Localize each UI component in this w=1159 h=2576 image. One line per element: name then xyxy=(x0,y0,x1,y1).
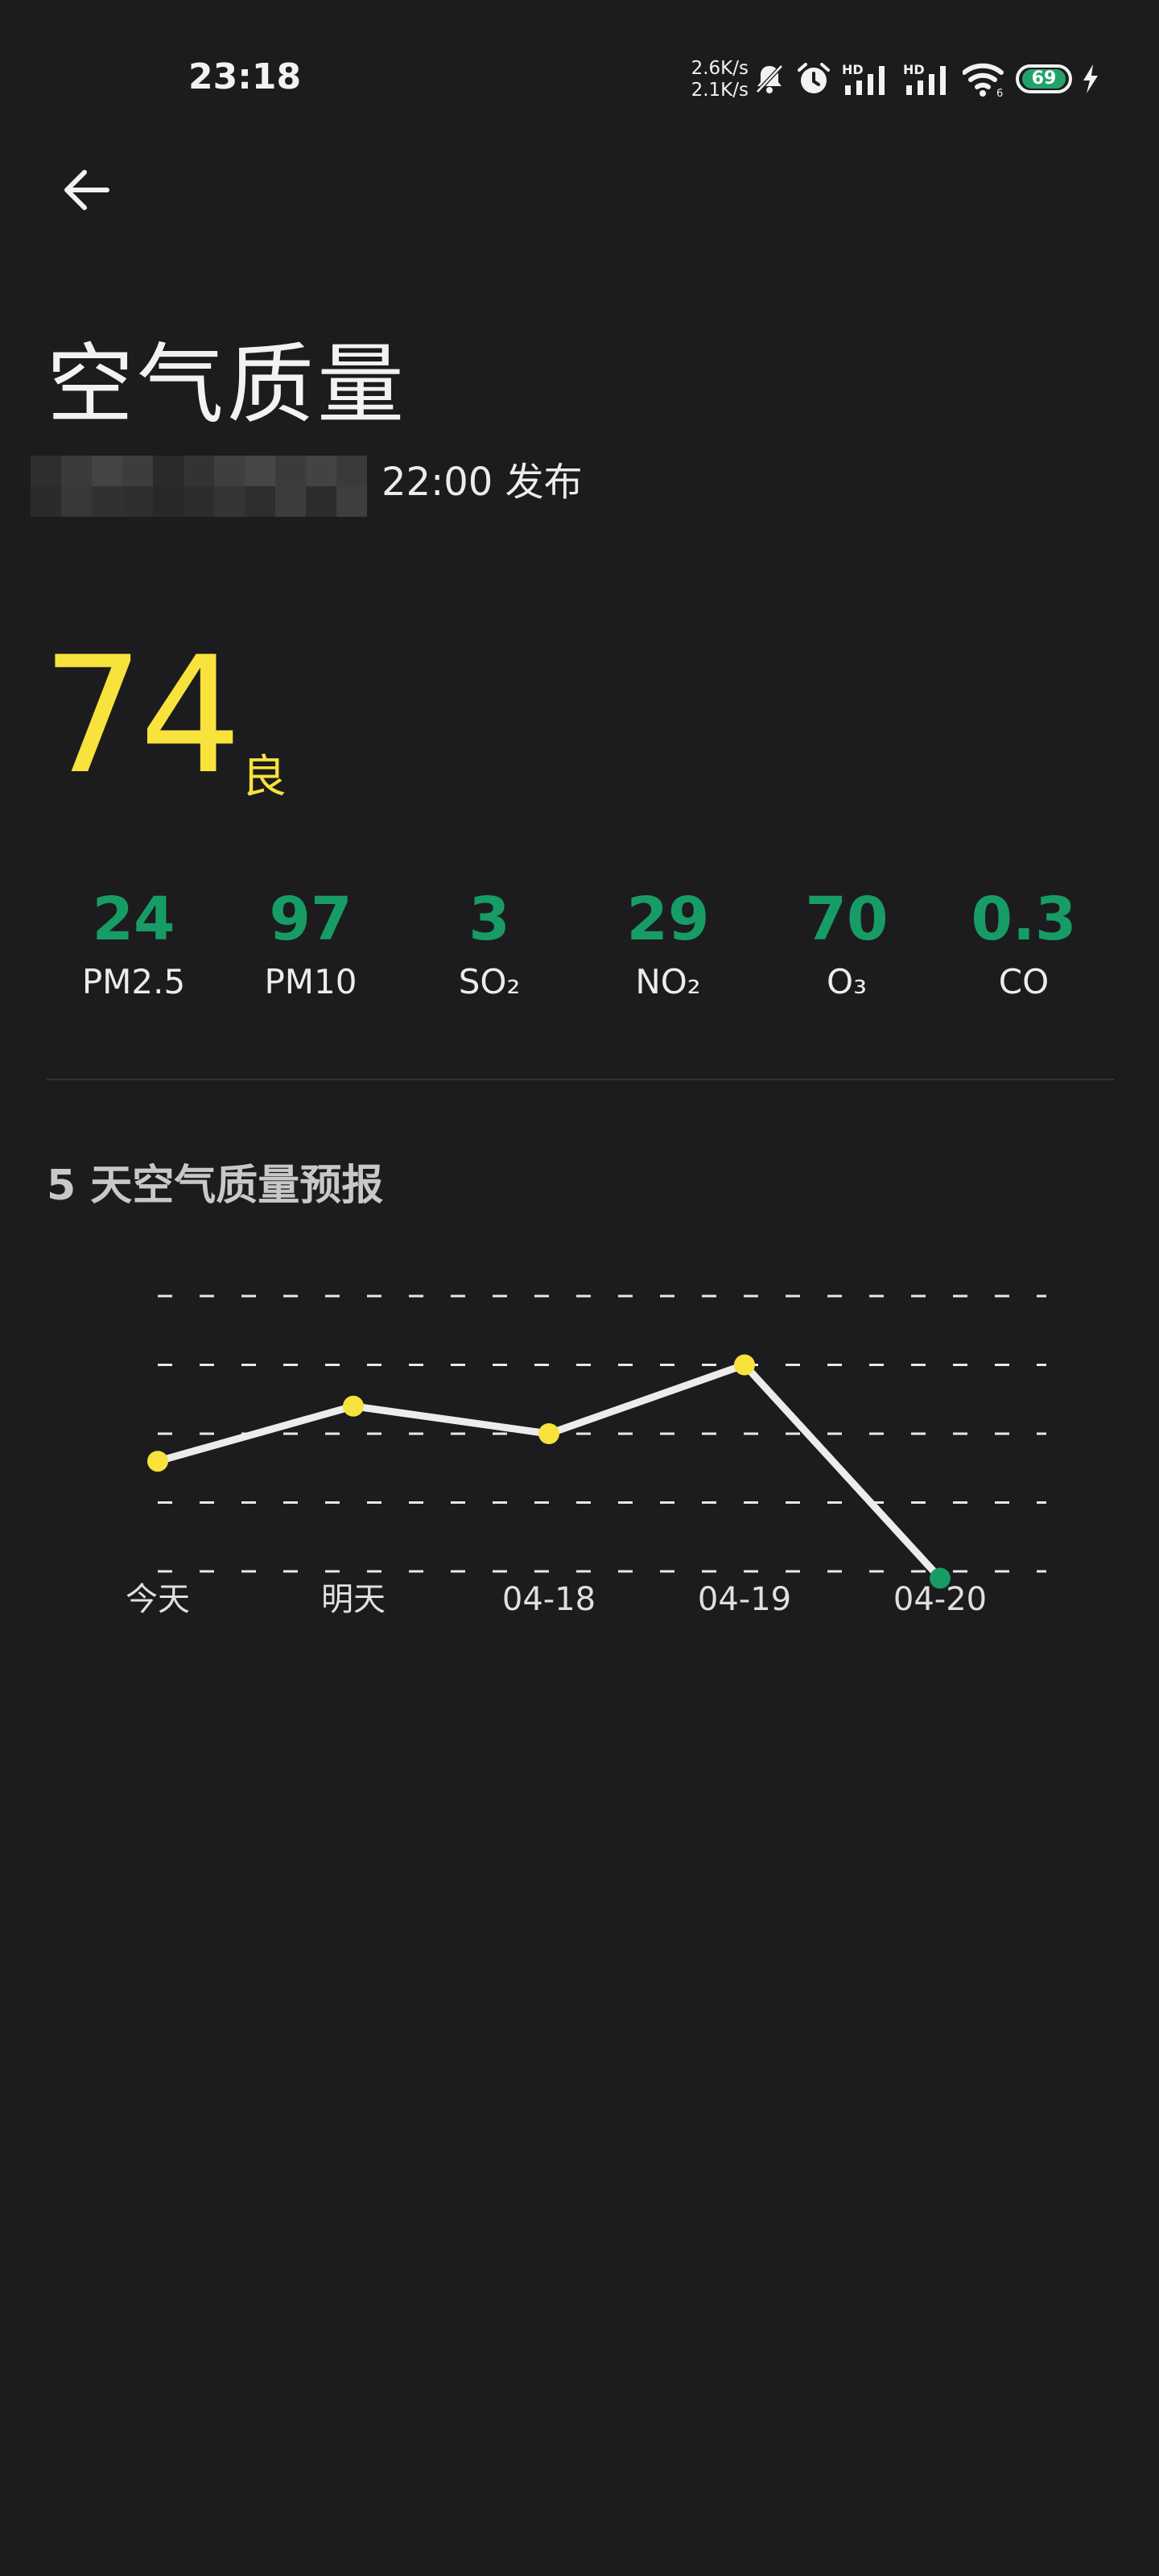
pollutant-value: 3 xyxy=(468,885,510,954)
pollutant-name: CO xyxy=(998,962,1050,1001)
pollutant-name: PM10 xyxy=(264,962,357,1001)
chart-point xyxy=(147,1451,168,1472)
pollutant-name: O₃ xyxy=(827,962,867,1001)
aqi-level: 良 xyxy=(241,751,287,803)
network-up-speed: 2.6K/s xyxy=(691,58,749,79)
pollutant-so2: 3 SO₂ xyxy=(409,890,570,999)
chart-x-tick-label: 04-18 xyxy=(502,1581,596,1618)
wifi-icon: 6 xyxy=(963,60,1006,98)
network-speed: 2.6K/s 2.1K/s xyxy=(676,58,749,101)
svg-text:HD: HD xyxy=(903,62,925,77)
hd-signal-icon: HD xyxy=(903,60,953,98)
chart-series-line xyxy=(156,1361,943,1581)
pollutant-value: 24 xyxy=(92,885,175,954)
pollutant-value: 97 xyxy=(269,885,353,954)
hd-signal-icon: HD xyxy=(842,60,892,98)
svg-text:6: 6 xyxy=(996,88,1003,97)
chart-point xyxy=(538,1423,559,1444)
pollutant-name: PM2.5 xyxy=(81,962,186,1001)
location-redacted xyxy=(31,456,367,517)
chart-x-tick-label: 04-20 xyxy=(893,1581,987,1618)
network-down-speed: 2.1K/s xyxy=(691,80,749,101)
pollutant-name: SO₂ xyxy=(458,962,521,1001)
chart-point xyxy=(930,1567,951,1589)
publish-time: 22:00 发布 xyxy=(382,460,583,505)
battery-icon: 69 xyxy=(1016,64,1072,93)
chart-x-tick-label: 明天 xyxy=(321,1581,386,1618)
forecast-chart: 今天 明天 04-18 04-19 04-20 xyxy=(126,1294,1046,1618)
pollutant-name: NO₂ xyxy=(635,962,701,1001)
pollutant-pm10: 97 PM10 xyxy=(230,890,391,999)
pollutant-co: 0.3 CO xyxy=(943,890,1104,999)
chart-point xyxy=(734,1354,755,1376)
alarm-icon xyxy=(795,60,832,98)
pollutant-o3: 70 O₃ xyxy=(766,890,927,999)
forecast-title: 5 天空气质量预报 xyxy=(47,1162,384,1210)
page-title: 空气质量 xyxy=(47,335,408,436)
arrow-left-icon xyxy=(64,170,109,210)
battery-level: 69 xyxy=(1022,69,1066,89)
charging-icon xyxy=(1079,60,1103,98)
chart-point xyxy=(343,1395,364,1417)
pollutant-value: 29 xyxy=(626,885,710,954)
chart-x-tick-label: 04-19 xyxy=(698,1581,791,1618)
chart-x-tick-label: 今天 xyxy=(126,1581,190,1618)
status-time: 23:18 xyxy=(188,56,302,97)
svg-text:HD: HD xyxy=(842,62,864,77)
pollutant-value: 0.3 xyxy=(971,885,1077,954)
aqi-value: 74 xyxy=(42,622,241,810)
pollutant-value: 70 xyxy=(805,885,889,954)
bell-muted-icon xyxy=(753,60,786,98)
back-button[interactable] xyxy=(50,158,122,222)
divider xyxy=(47,1079,1114,1080)
pollutant-no2: 29 NO₂ xyxy=(588,890,749,999)
pollutant-pm25: 24 PM2.5 xyxy=(53,890,214,999)
